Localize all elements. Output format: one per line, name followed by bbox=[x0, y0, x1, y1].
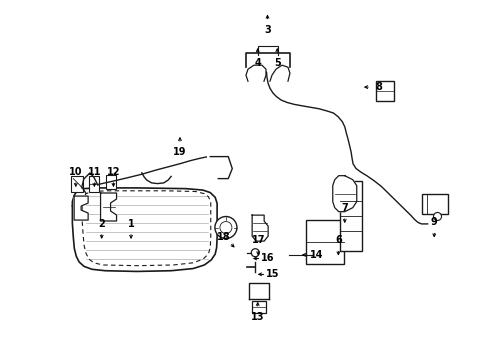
Bar bbox=[89, 176, 99, 192]
Text: 12: 12 bbox=[106, 167, 120, 177]
Text: 10: 10 bbox=[69, 167, 82, 177]
Bar bbox=[375, 81, 393, 101]
Text: 17: 17 bbox=[251, 235, 264, 246]
Bar bbox=[252, 301, 265, 313]
Text: 19: 19 bbox=[173, 147, 186, 157]
Circle shape bbox=[251, 249, 259, 257]
Text: 8: 8 bbox=[375, 82, 382, 92]
Text: 13: 13 bbox=[250, 312, 264, 322]
Text: 18: 18 bbox=[217, 232, 230, 242]
Polygon shape bbox=[101, 193, 116, 221]
Polygon shape bbox=[269, 65, 289, 81]
Text: 16: 16 bbox=[261, 253, 274, 264]
Bar bbox=[106, 175, 116, 189]
FancyBboxPatch shape bbox=[71, 176, 83, 192]
Text: 5: 5 bbox=[273, 58, 280, 68]
Polygon shape bbox=[74, 196, 88, 220]
Text: 3: 3 bbox=[264, 24, 270, 35]
Text: 15: 15 bbox=[265, 269, 279, 279]
Polygon shape bbox=[332, 176, 356, 212]
Text: 2: 2 bbox=[98, 219, 105, 229]
Text: 7: 7 bbox=[341, 203, 347, 213]
Text: 14: 14 bbox=[309, 250, 323, 260]
Text: 11: 11 bbox=[87, 167, 101, 177]
Circle shape bbox=[433, 212, 441, 220]
Text: 1: 1 bbox=[127, 219, 134, 229]
Text: 9: 9 bbox=[430, 217, 437, 228]
Polygon shape bbox=[245, 65, 265, 81]
Bar bbox=[340, 181, 362, 251]
Circle shape bbox=[215, 216, 236, 239]
Text: 4: 4 bbox=[254, 58, 261, 68]
Polygon shape bbox=[252, 215, 267, 241]
Text: 6: 6 bbox=[334, 235, 341, 246]
Circle shape bbox=[220, 221, 231, 234]
Bar bbox=[421, 194, 447, 215]
Bar bbox=[305, 220, 343, 264]
